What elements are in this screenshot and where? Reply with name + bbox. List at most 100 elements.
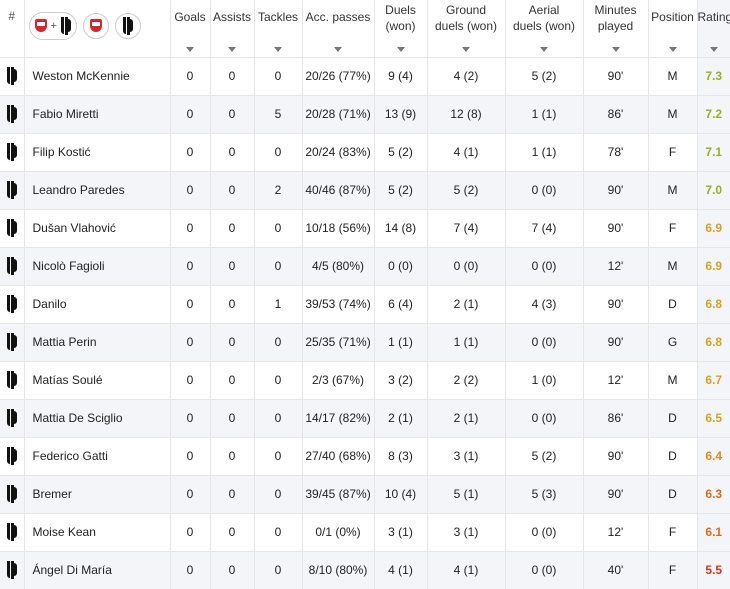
stat-tackles: 0 bbox=[254, 361, 302, 399]
team-crest-cell bbox=[0, 437, 24, 475]
team-crest-cell bbox=[0, 361, 24, 399]
juventus-crest-icon bbox=[6, 105, 18, 123]
sort-caret-icon[interactable] bbox=[669, 47, 677, 52]
player-rating: 6.4 bbox=[697, 437, 730, 475]
stat-goals: 0 bbox=[170, 399, 210, 437]
stat-goals: 0 bbox=[170, 323, 210, 361]
stat-ground: 4 (2) bbox=[427, 57, 505, 95]
juventus-crest-icon bbox=[6, 257, 18, 275]
stat-aerial: 1 (1) bbox=[505, 133, 583, 171]
player-name[interactable]: Weston McKennie bbox=[24, 57, 170, 95]
monza-filter-button[interactable] bbox=[83, 13, 109, 39]
stat-goals: 0 bbox=[170, 437, 210, 475]
stat-aerial: 0 (0) bbox=[505, 247, 583, 285]
stat-minutes: 86' bbox=[583, 95, 648, 133]
player-name[interactable]: Dušan Vlahović bbox=[24, 209, 170, 247]
player-name[interactable]: Filip Kostić bbox=[24, 133, 170, 171]
player-name[interactable]: Bremer bbox=[24, 475, 170, 513]
sort-caret-icon[interactable] bbox=[274, 47, 282, 52]
sort-caret-icon[interactable] bbox=[540, 47, 548, 52]
player-rating: 6.3 bbox=[697, 475, 730, 513]
sort-caret-icon[interactable] bbox=[612, 47, 620, 52]
duels-header-label-2: (won) bbox=[375, 18, 427, 34]
player-name[interactable]: Danilo bbox=[24, 285, 170, 323]
sort-caret-icon[interactable] bbox=[397, 47, 405, 52]
stat-tackles: 0 bbox=[254, 209, 302, 247]
stat-minutes: 90' bbox=[583, 209, 648, 247]
player-name[interactable]: Nicolò Fagioli bbox=[24, 247, 170, 285]
sort-caret-icon[interactable] bbox=[186, 47, 194, 52]
juventus-crest-icon bbox=[122, 17, 134, 35]
stat-ground: 0 (0) bbox=[427, 247, 505, 285]
stat-goals: 0 bbox=[170, 209, 210, 247]
stat-aerial: 5 (3) bbox=[505, 475, 583, 513]
player-name[interactable]: Moise Kean bbox=[24, 513, 170, 551]
goals-header[interactable]: Goals bbox=[170, 0, 210, 57]
team-crest-cell bbox=[0, 247, 24, 285]
stat-tackles: 0 bbox=[254, 247, 302, 285]
rating-header[interactable]: Rating bbox=[697, 0, 730, 57]
goals-header-label: Goals bbox=[171, 9, 210, 25]
stat-tackles: 0 bbox=[254, 513, 302, 551]
stat-assists: 0 bbox=[210, 475, 254, 513]
player-name[interactable]: Mattia De Sciglio bbox=[24, 399, 170, 437]
sort-caret-icon[interactable] bbox=[228, 47, 236, 52]
player-name[interactable]: Matías Soulé bbox=[24, 361, 170, 399]
duels-header-label-1: Duels bbox=[375, 2, 427, 18]
sort-caret-icon[interactable] bbox=[334, 47, 342, 52]
juventus-crest-icon bbox=[6, 523, 18, 541]
assists-header[interactable]: Assists bbox=[210, 0, 254, 57]
both-teams-filter-button[interactable]: + bbox=[29, 12, 77, 40]
player-name[interactable]: Federico Gatti bbox=[24, 437, 170, 475]
stat-duels: 4 (1) bbox=[374, 551, 427, 589]
stat-acc-passes: 0/1 (0%) bbox=[302, 513, 374, 551]
player-name[interactable]: Fabio Miretti bbox=[24, 95, 170, 133]
player-name[interactable]: Ángel Di María bbox=[24, 551, 170, 589]
rating-header-label: Rating bbox=[698, 9, 730, 25]
ground-duels-header-label-2: duels (won) bbox=[428, 18, 505, 34]
team-crest-cell bbox=[0, 551, 24, 589]
stat-assists: 0 bbox=[210, 285, 254, 323]
position-header[interactable]: Position bbox=[648, 0, 697, 57]
player-name[interactable]: Leandro Paredes bbox=[24, 171, 170, 209]
duels-header[interactable]: Duels(won) bbox=[374, 0, 427, 57]
aerial-duels-header-label-1: Aerial bbox=[506, 2, 583, 18]
stat-goals: 0 bbox=[170, 247, 210, 285]
player-name[interactable]: Mattia Perin bbox=[24, 323, 170, 361]
tackles-header[interactable]: Tackles bbox=[254, 0, 302, 57]
stat-ground: 5 (1) bbox=[427, 475, 505, 513]
stat-assists: 0 bbox=[210, 209, 254, 247]
acc-passes-header[interactable]: Acc. passes bbox=[302, 0, 374, 57]
sort-caret-icon[interactable] bbox=[462, 47, 470, 52]
stat-position: G bbox=[648, 323, 697, 361]
stat-tackles: 0 bbox=[254, 133, 302, 171]
stat-ground: 2 (1) bbox=[427, 285, 505, 323]
stat-tackles: 0 bbox=[254, 323, 302, 361]
juventus-filter-button[interactable] bbox=[115, 13, 141, 39]
player-rating: 5.5 bbox=[697, 551, 730, 589]
juventus-crest-icon bbox=[60, 17, 72, 35]
stat-acc-passes: 20/28 (71%) bbox=[302, 95, 374, 133]
player-rating: 7.0 bbox=[697, 171, 730, 209]
stat-position: M bbox=[648, 361, 697, 399]
sort-caret-icon[interactable] bbox=[710, 47, 718, 52]
stat-acc-passes: 25/35 (71%) bbox=[302, 323, 374, 361]
plus-separator: + bbox=[51, 20, 57, 32]
